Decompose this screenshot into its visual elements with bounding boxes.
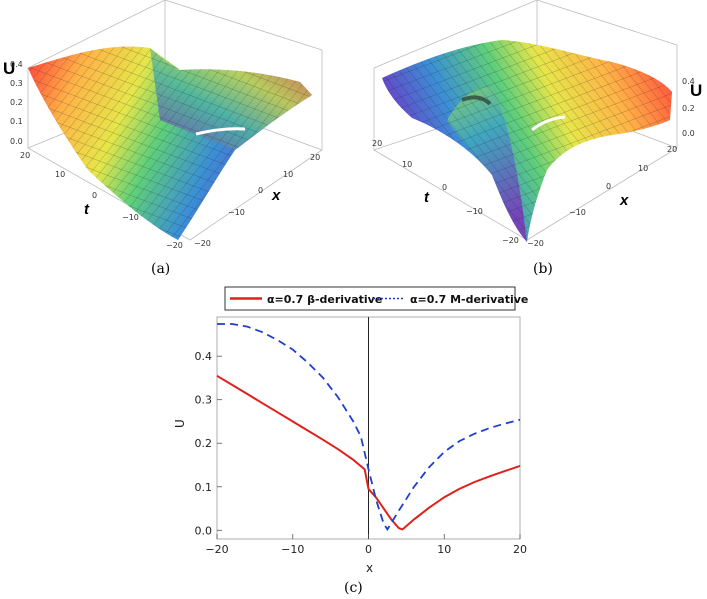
series-line-m-derivative	[217, 323, 521, 532]
caption-b: (b)	[533, 261, 553, 277]
z-ticks-b: 0.4 0.2 0.0	[682, 77, 695, 138]
z-tick-a: 0.2	[10, 98, 23, 107]
y-tick-label: 0.3	[195, 394, 213, 407]
legend-box	[224, 286, 516, 311]
x-ticks-a: 20 10 0 −10 −20	[194, 153, 320, 248]
z-axis-label-b: U	[690, 81, 702, 100]
y-tick-label: 0.4	[195, 350, 213, 363]
t-ticks-a: 20 10 0 −10 −20	[20, 151, 183, 250]
t-tick-a: 10	[55, 170, 65, 179]
x-ticks-b: 20 10 0 −10 −20	[527, 145, 677, 248]
x-tick-b: 10	[638, 164, 648, 173]
z-ticks-a: 0.4 0.3 0.2 0.1 0.0	[10, 60, 23, 146]
x-tick-label: 20	[513, 543, 527, 556]
z-tick-b: 0.2	[682, 104, 695, 113]
t-tick-b: −20	[502, 236, 519, 245]
legend-label-m: α=0.7 M-derivative	[410, 293, 528, 306]
t-tick-b: −10	[466, 207, 483, 216]
legend-label-beta: α=0.7 β-derivative	[267, 293, 382, 306]
x-tick-a: −20	[194, 239, 211, 248]
x-tick-a: 0	[258, 186, 263, 195]
tick-group: −20 −10 0 10 20 0.0 0.1 0.2 0.3 0.4	[195, 317, 527, 556]
y-axis-label: U	[173, 419, 187, 428]
t-axis-label-b: t	[424, 189, 430, 206]
series-line-beta-derivative	[216, 374, 521, 531]
z-axis-label-a: U	[3, 59, 15, 78]
series-group	[216, 323, 521, 532]
x-tick-b: −10	[569, 208, 586, 217]
z-tick-a: 0.1	[10, 117, 23, 126]
x-tick-b: 20	[667, 145, 677, 154]
y-tick-label: 0.2	[195, 437, 213, 450]
x-axis-label-b: x	[619, 192, 629, 209]
t-tick-a: −20	[166, 241, 183, 250]
surface-b	[382, 40, 672, 242]
x-axis-label: x	[366, 561, 373, 575]
t-ticks-b: 20 10 0 −10 −20	[372, 139, 519, 245]
x-tick-a: 20	[310, 153, 320, 162]
surface-a	[28, 46, 312, 240]
line-chart-c: α=0.7 β-derivative α=0.7 M-derivative −2…	[173, 286, 528, 575]
caption-c: (c)	[344, 580, 363, 596]
surface-plot-a: U t x 0.4 0.3 0.2 0.1 0.0 20 10 0 −10 −2…	[3, 0, 323, 250]
x-tick-b: −20	[527, 239, 544, 248]
t-tick-a: 20	[20, 151, 30, 160]
x-tick-b: 0	[606, 182, 611, 191]
x-tick-label: −10	[281, 543, 304, 556]
z-tick-b: 0.0	[682, 129, 695, 138]
z-tick-a: 0.4	[10, 60, 23, 69]
z-tick-a: 0.0	[10, 137, 23, 146]
y-tick-label: 0.0	[195, 524, 213, 537]
x-axis-label-a: x	[271, 187, 281, 204]
x-tick-a: −10	[228, 208, 245, 217]
z-tick-b: 0.4	[682, 77, 695, 86]
x-tick-label: 10	[437, 543, 451, 556]
caption-a: (a)	[151, 261, 171, 277]
t-axis-label-a: t	[84, 201, 90, 218]
surface-plot-b: U t x 0.4 0.2 0.0 20 10 0 −10 −20 20 10 …	[372, 0, 702, 248]
legend: α=0.7 β-derivative α=0.7 M-derivative	[224, 286, 528, 311]
z-tick-a: 0.3	[10, 79, 23, 88]
x-tick-label: 0	[365, 543, 372, 556]
y-tick-label: 0.1	[195, 481, 213, 494]
t-tick-a: −10	[122, 213, 139, 222]
t-tick-b: 20	[372, 139, 382, 148]
x-tick-label: −20	[205, 543, 228, 556]
t-tick-b: 0	[442, 183, 447, 192]
t-tick-a: 0	[92, 191, 97, 200]
t-tick-b: 10	[402, 160, 412, 169]
x-tick-a: 10	[283, 170, 293, 179]
